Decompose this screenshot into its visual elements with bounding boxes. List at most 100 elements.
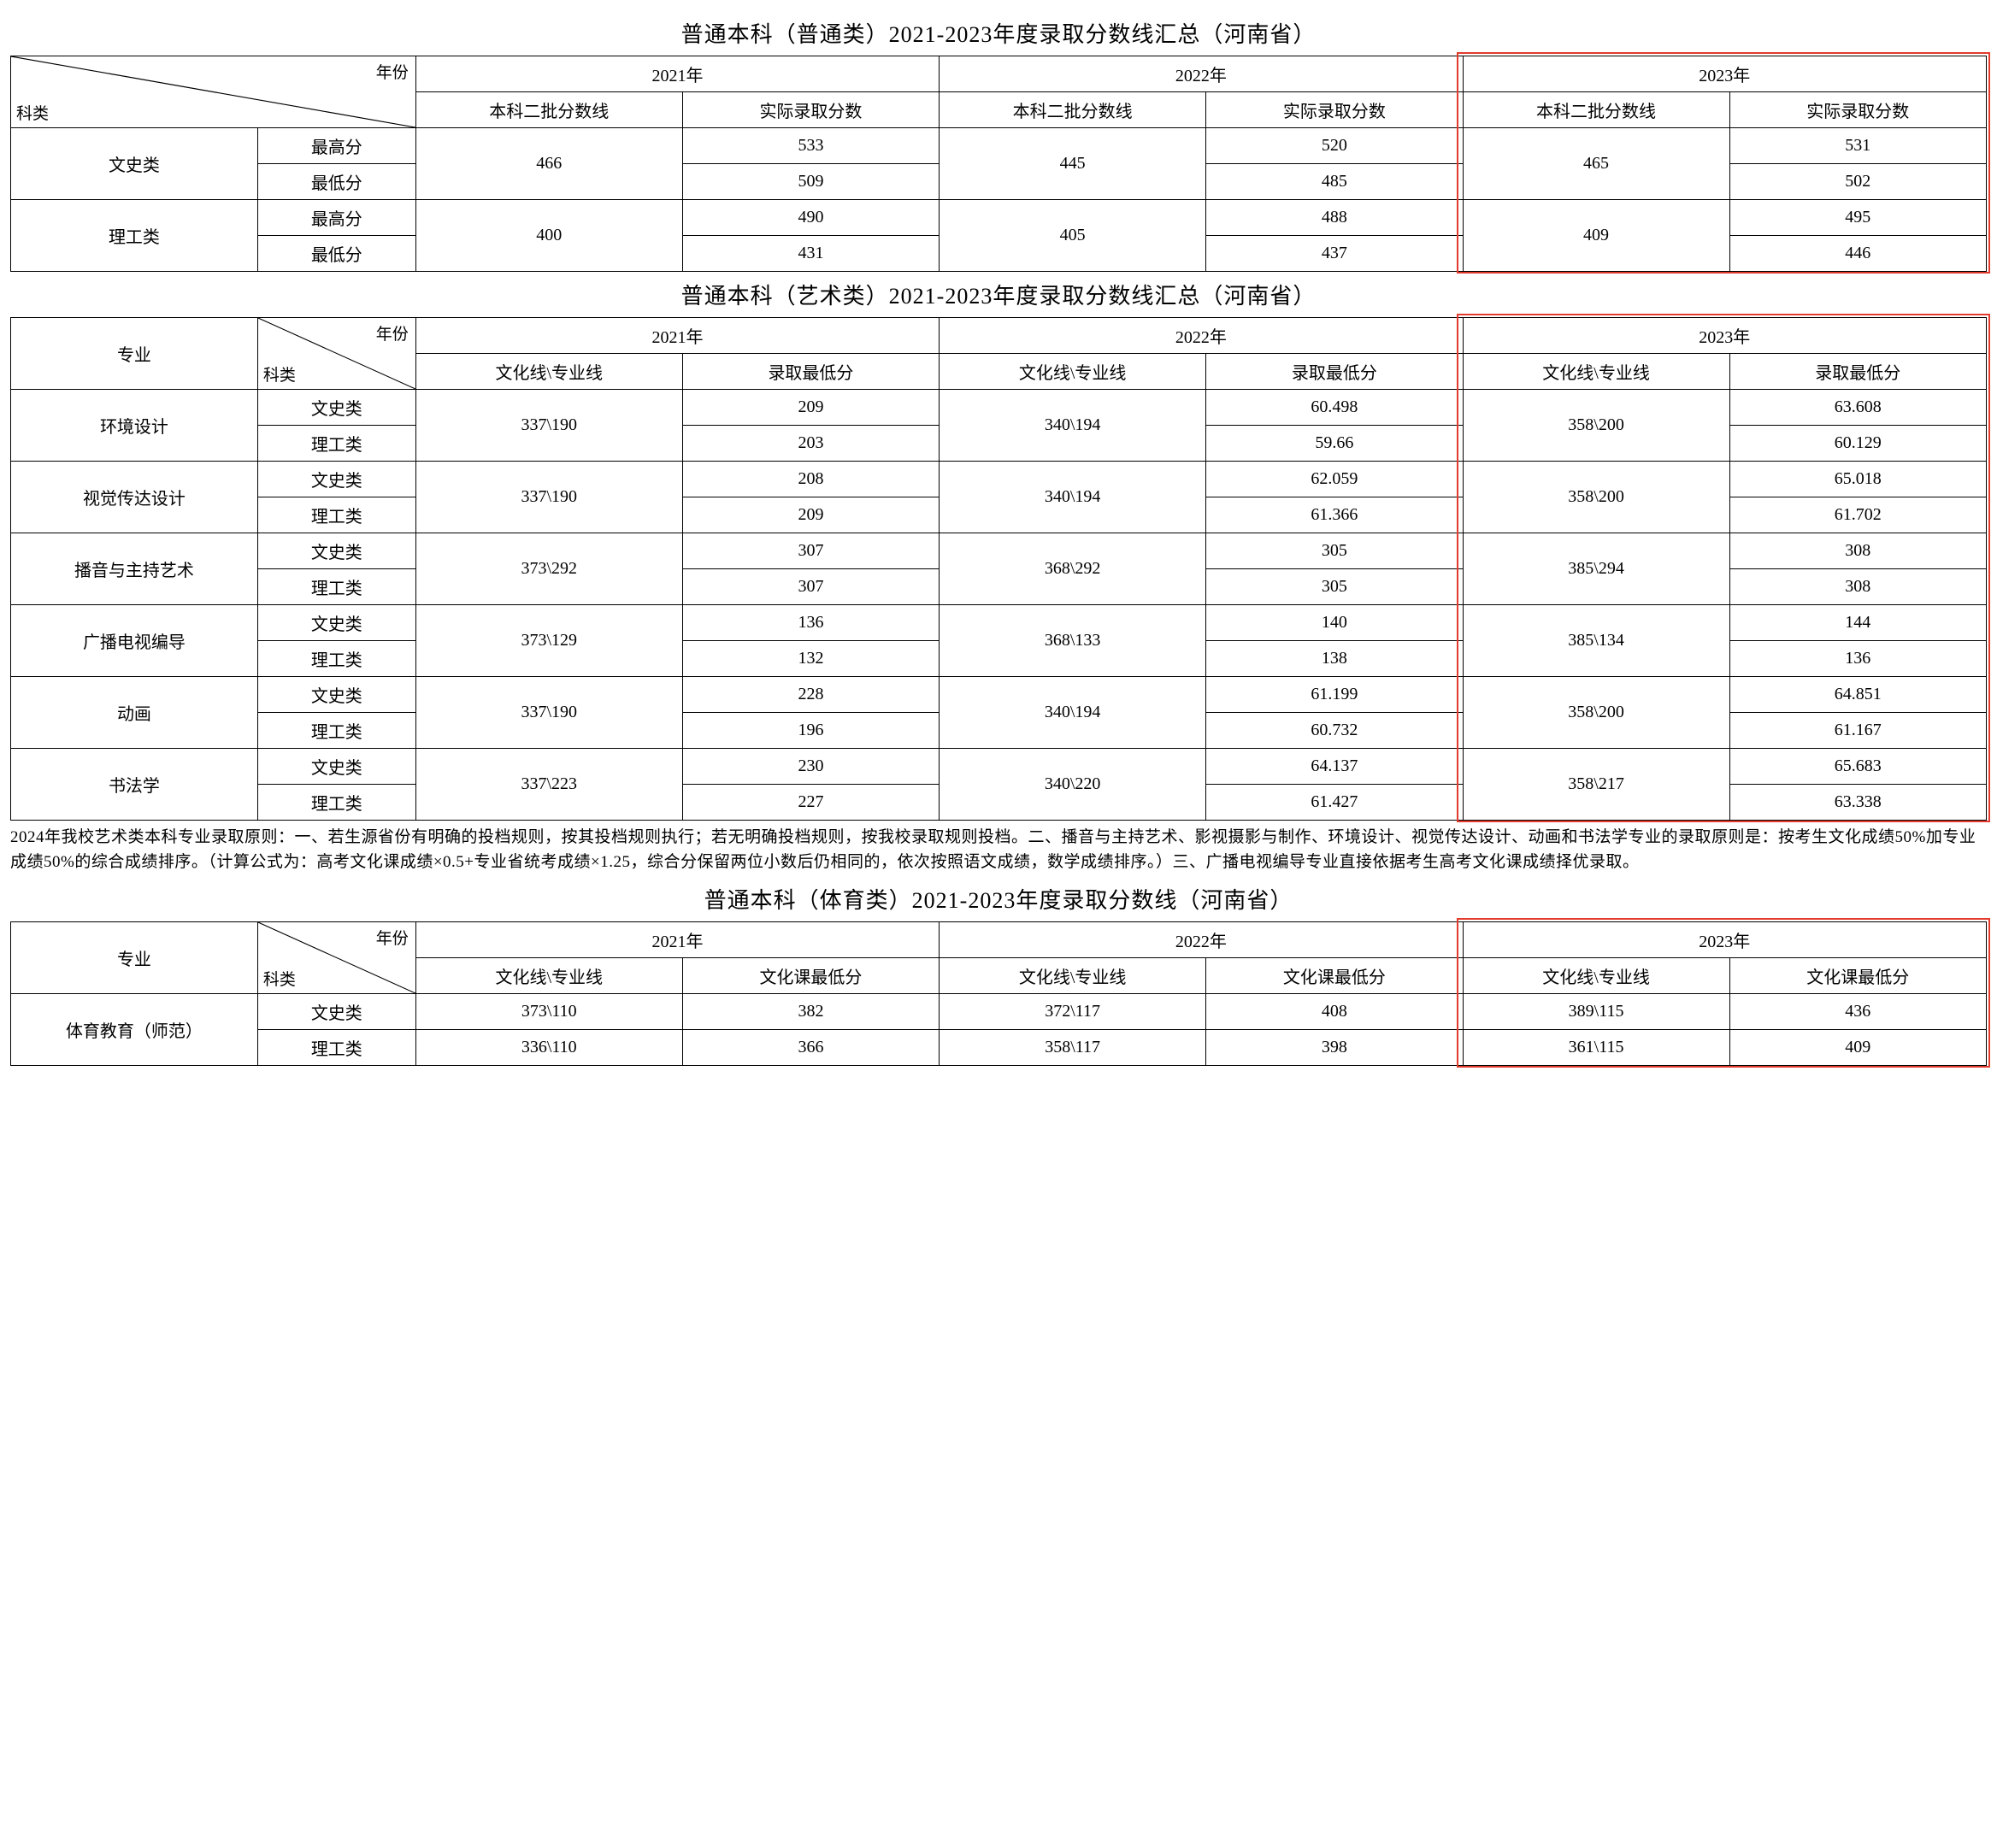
year-header: 2023年: [1463, 922, 1986, 958]
level-cell: 最高分: [257, 200, 415, 236]
data-cell: 209: [682, 497, 939, 533]
table2-wrap: 专业 年份 科类 2021年 2022年 2023年 文化线\专业线 录取最低分…: [10, 317, 1987, 821]
subheader: 文化线\专业线: [940, 354, 1206, 390]
data-cell: 208: [682, 462, 939, 497]
title-sport: 普通本科（体育类）2021-2023年度录取分数线（河南省）: [10, 883, 1987, 915]
data-cell: 305: [1206, 533, 1463, 569]
data-cell: 495: [1729, 200, 1986, 236]
col-major: 专业: [11, 318, 258, 390]
data-cell: 373\292: [415, 533, 682, 605]
data-cell: 533: [682, 128, 939, 164]
data-cell: 228: [682, 677, 939, 713]
data-cell: 340\194: [940, 462, 1206, 533]
data-cell: 400: [415, 200, 682, 272]
year-header: 2022年: [940, 922, 1463, 958]
data-cell: 358\200: [1463, 677, 1729, 749]
data-cell: 358\200: [1463, 462, 1729, 533]
data-cell: 61.167: [1729, 713, 1986, 749]
data-cell: 305: [1206, 569, 1463, 605]
data-cell: 408: [1206, 994, 1463, 1030]
data-cell: 209: [682, 390, 939, 426]
data-cell: 488: [1206, 200, 1463, 236]
subheader: 录取最低分: [1206, 354, 1463, 390]
major-cell: 视觉传达设计: [11, 462, 258, 533]
sub-cell: 文史类: [257, 390, 415, 426]
data-cell: 337\190: [415, 390, 682, 462]
year-header: 2021年: [415, 56, 939, 92]
data-cell: 132: [682, 641, 939, 677]
data-cell: 368\292: [940, 533, 1206, 605]
data-cell: 340\194: [940, 390, 1206, 462]
sub-cell: 理工类: [257, 641, 415, 677]
table-general: 年份 科类 2021年 2022年 2023年 本科二批分数线 实际录取分数 本…: [10, 56, 1987, 272]
data-cell: 203: [682, 426, 939, 462]
art-note: 2024年我校艺术类本科专业录取原则：一、若生源省份有明确的投档规则，按其投档规…: [10, 826, 1987, 874]
data-cell: 227: [682, 785, 939, 821]
data-cell: 373\129: [415, 605, 682, 677]
diag-bot: 科类: [263, 362, 296, 385]
cat-cell: 文史类: [11, 128, 258, 200]
year-header: 2023年: [1463, 318, 1986, 354]
data-cell: 340\220: [940, 749, 1206, 821]
level-cell: 最高分: [257, 128, 415, 164]
data-cell: 61.427: [1206, 785, 1463, 821]
title-general: 普通本科（普通类）2021-2023年度录取分数线汇总（河南省）: [10, 17, 1987, 49]
subheader: 实际录取分数: [1729, 92, 1986, 128]
sub-cell: 文史类: [257, 462, 415, 497]
subheader: 文化线\专业线: [1463, 354, 1729, 390]
sub-cell: 文史类: [257, 749, 415, 785]
data-cell: 60.498: [1206, 390, 1463, 426]
data-cell: 337\223: [415, 749, 682, 821]
data-cell: 340\194: [940, 677, 1206, 749]
data-cell: 136: [1729, 641, 1986, 677]
data-cell: 337\190: [415, 677, 682, 749]
data-cell: 136: [682, 605, 939, 641]
col-major: 专业: [11, 922, 258, 994]
subheader: 文化课最低分: [682, 958, 939, 994]
year-header: 2022年: [940, 56, 1463, 92]
sub-cell: 理工类: [257, 497, 415, 533]
data-cell: 336\110: [415, 1030, 682, 1066]
subheader: 文化课最低分: [1206, 958, 1463, 994]
diag-bot: 科类: [263, 967, 296, 990]
subheader: 文化线\专业线: [1463, 958, 1729, 994]
data-cell: 196: [682, 713, 939, 749]
subheader: 本科二批分数线: [940, 92, 1206, 128]
table1-wrap: 年份 科类 2021年 2022年 2023年 本科二批分数线 实际录取分数 本…: [10, 56, 1987, 272]
data-cell: 531: [1729, 128, 1986, 164]
diag-top: 年份: [376, 60, 409, 83]
data-cell: 389\115: [1463, 994, 1729, 1030]
data-cell: 466: [415, 128, 682, 200]
data-cell: 64.851: [1729, 677, 1986, 713]
data-cell: 358\200: [1463, 390, 1729, 462]
data-cell: 307: [682, 533, 939, 569]
data-cell: 385\294: [1463, 533, 1729, 605]
data-cell: 409: [1463, 200, 1729, 272]
subheader: 实际录取分数: [1206, 92, 1463, 128]
sub-cell: 理工类: [257, 1030, 415, 1066]
data-cell: 358\217: [1463, 749, 1729, 821]
data-cell: 398: [1206, 1030, 1463, 1066]
sub-cell: 理工类: [257, 569, 415, 605]
data-cell: 490: [682, 200, 939, 236]
level-cell: 最低分: [257, 164, 415, 200]
data-cell: 520: [1206, 128, 1463, 164]
subheader: 文化线\专业线: [940, 958, 1206, 994]
year-header: 2021年: [415, 922, 939, 958]
data-cell: 230: [682, 749, 939, 785]
major-cell: 广播电视编导: [11, 605, 258, 677]
diag-header-t2: 年份 科类: [257, 318, 415, 390]
major-cell: 播音与主持艺术: [11, 533, 258, 605]
data-cell: 465: [1463, 128, 1729, 200]
data-cell: 65.018: [1729, 462, 1986, 497]
sub-cell: 文史类: [257, 677, 415, 713]
data-cell: 138: [1206, 641, 1463, 677]
data-cell: 437: [1206, 236, 1463, 272]
data-cell: 60.129: [1729, 426, 1986, 462]
data-cell: 63.608: [1729, 390, 1986, 426]
major-cell: 书法学: [11, 749, 258, 821]
data-cell: 372\117: [940, 994, 1206, 1030]
diag-header-t1: 年份 科类: [11, 56, 416, 128]
diag-header-t3: 年份 科类: [257, 922, 415, 994]
data-cell: 502: [1729, 164, 1986, 200]
